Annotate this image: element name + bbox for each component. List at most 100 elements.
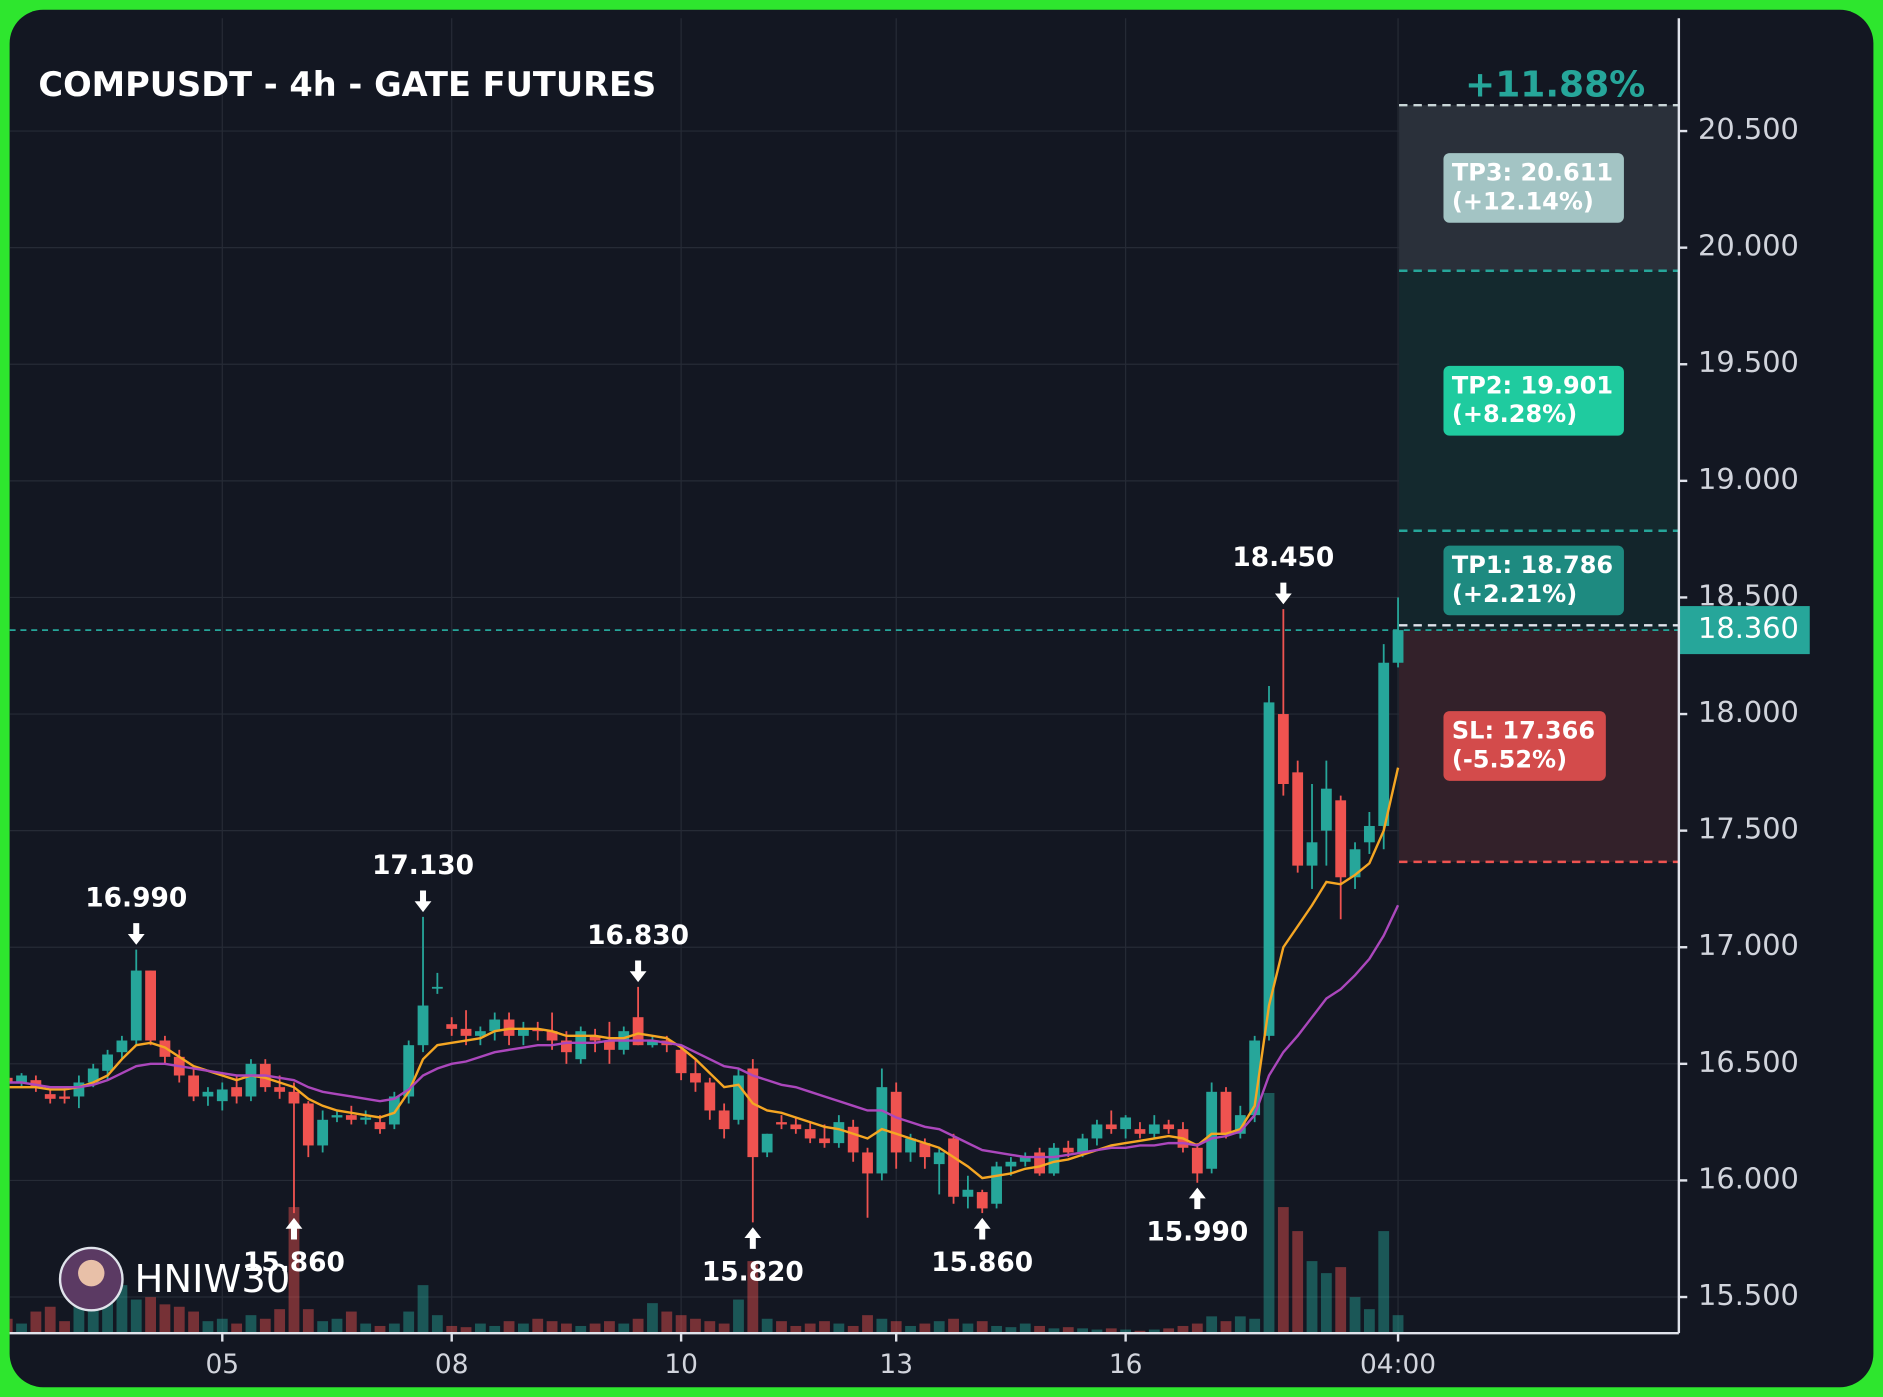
candle-body — [690, 1073, 701, 1083]
candle-body — [604, 1040, 615, 1050]
annotation-arrow — [285, 1217, 303, 1240]
volume-bar — [116, 1285, 128, 1334]
level-label: TP3: 20.611 — [1452, 159, 1613, 187]
candle-body — [747, 1068, 759, 1158]
candle-body — [833, 1122, 845, 1144]
volume-bar — [675, 1315, 687, 1334]
candle-body — [116, 1040, 128, 1053]
candle-body — [1148, 1124, 1160, 1134]
ma-line — [9, 767, 1400, 1180]
x-tick-label: 10 — [664, 1349, 698, 1380]
volume-bar — [317, 1321, 329, 1334]
volume-bar — [30, 1311, 42, 1334]
volume-bar — [1335, 1267, 1347, 1334]
volume-bar — [1120, 1329, 1132, 1334]
candle-body — [1034, 1152, 1045, 1174]
candle-body — [16, 1075, 27, 1083]
candle-body — [474, 1031, 486, 1036]
volume-bar — [690, 1318, 701, 1334]
y-tick-label: 20.000 — [1698, 229, 1799, 263]
volume-bar — [1206, 1316, 1218, 1334]
volume-bar — [661, 1311, 673, 1334]
annotation-arrow — [1274, 582, 1292, 605]
candle-body — [102, 1054, 113, 1071]
candle-body — [388, 1096, 400, 1125]
level-box-bg — [1443, 545, 1624, 616]
volume-bar — [819, 1321, 830, 1334]
level-box: SL: 17.366(-5.52%) — [1443, 711, 1606, 781]
volume-bar — [417, 1285, 429, 1334]
volume-bar — [403, 1311, 415, 1334]
candle-body — [360, 1117, 372, 1120]
candle-body — [991, 1166, 1002, 1204]
candle-body — [1392, 630, 1404, 663]
volume-bar — [733, 1299, 744, 1334]
volume-bar — [647, 1303, 658, 1334]
annotation-arrow — [744, 1227, 762, 1249]
high-label: 16.830 — [587, 920, 689, 951]
volume-bar — [704, 1321, 716, 1334]
candle-body — [1306, 842, 1318, 866]
candle-body — [976, 1192, 988, 1209]
level-box: TP2: 19.901(+8.28%) — [1443, 365, 1624, 436]
volume-bar — [374, 1325, 386, 1334]
candle-body — [302, 1103, 314, 1146]
annotation-arrow — [629, 960, 647, 983]
volume-bar — [718, 1323, 730, 1334]
level-box-bg — [1443, 365, 1624, 436]
volume-bar — [776, 1321, 787, 1334]
candle-body — [1220, 1091, 1232, 1134]
volume-bar — [1091, 1329, 1103, 1334]
candle-body — [1191, 1147, 1203, 1174]
candle-body — [1077, 1138, 1089, 1153]
candle-body — [1378, 662, 1390, 826]
annotation-arrow — [414, 890, 432, 913]
volume-bar — [589, 1323, 601, 1334]
candle-body — [819, 1138, 830, 1144]
candle-body — [948, 1138, 959, 1197]
candle-body — [202, 1091, 214, 1097]
volume-bar — [1048, 1328, 1060, 1334]
volume-bar — [9, 1318, 13, 1334]
x-tick-label: 04:00 — [1360, 1349, 1436, 1380]
volume-bar — [73, 1303, 85, 1334]
volume-bar — [245, 1315, 257, 1334]
volume-bar — [1163, 1328, 1175, 1334]
volume-bar — [991, 1325, 1002, 1334]
candle-body — [59, 1096, 70, 1099]
volume-bar — [747, 1261, 759, 1334]
volume-bar — [532, 1318, 544, 1334]
x-tick-label: 08 — [435, 1349, 469, 1380]
candle-body — [862, 1152, 873, 1174]
level-box: TP3: 20.611(+12.14%) — [1443, 153, 1624, 223]
ma-line — [9, 904, 1400, 1159]
volume-bar — [431, 1315, 443, 1334]
candle-body — [1363, 825, 1375, 843]
low-label: 15.990 — [1146, 1217, 1248, 1248]
candle-body — [288, 1091, 300, 1104]
volume-bar — [16, 1323, 27, 1334]
volume-bar — [1034, 1325, 1045, 1334]
volume-bar — [288, 1207, 300, 1334]
volume-bar — [460, 1327, 472, 1334]
volume-bar — [1148, 1329, 1160, 1334]
volume-bar — [1392, 1315, 1404, 1334]
x-tick-label: 16 — [1109, 1349, 1143, 1380]
volume-bar — [87, 1297, 99, 1334]
candle-body — [847, 1126, 859, 1153]
volume-bar — [632, 1318, 644, 1334]
volume-bar — [173, 1306, 185, 1334]
volume-bar — [905, 1325, 916, 1334]
volume-bar — [575, 1325, 587, 1334]
volume-bar — [1306, 1261, 1318, 1334]
volume-bar — [231, 1323, 243, 1334]
candle-body — [374, 1122, 386, 1130]
volume-bar — [919, 1323, 931, 1334]
candle-body — [905, 1138, 916, 1153]
volume-bar — [274, 1309, 286, 1334]
candle-body — [188, 1075, 200, 1097]
volume-bar — [948, 1318, 959, 1334]
volume-bar — [1363, 1309, 1375, 1334]
volume-bar — [1105, 1328, 1117, 1334]
